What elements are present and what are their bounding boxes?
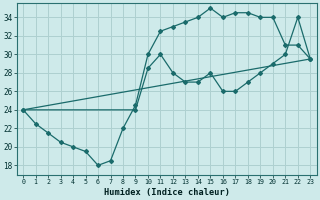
X-axis label: Humidex (Indice chaleur): Humidex (Indice chaleur)	[104, 188, 230, 197]
